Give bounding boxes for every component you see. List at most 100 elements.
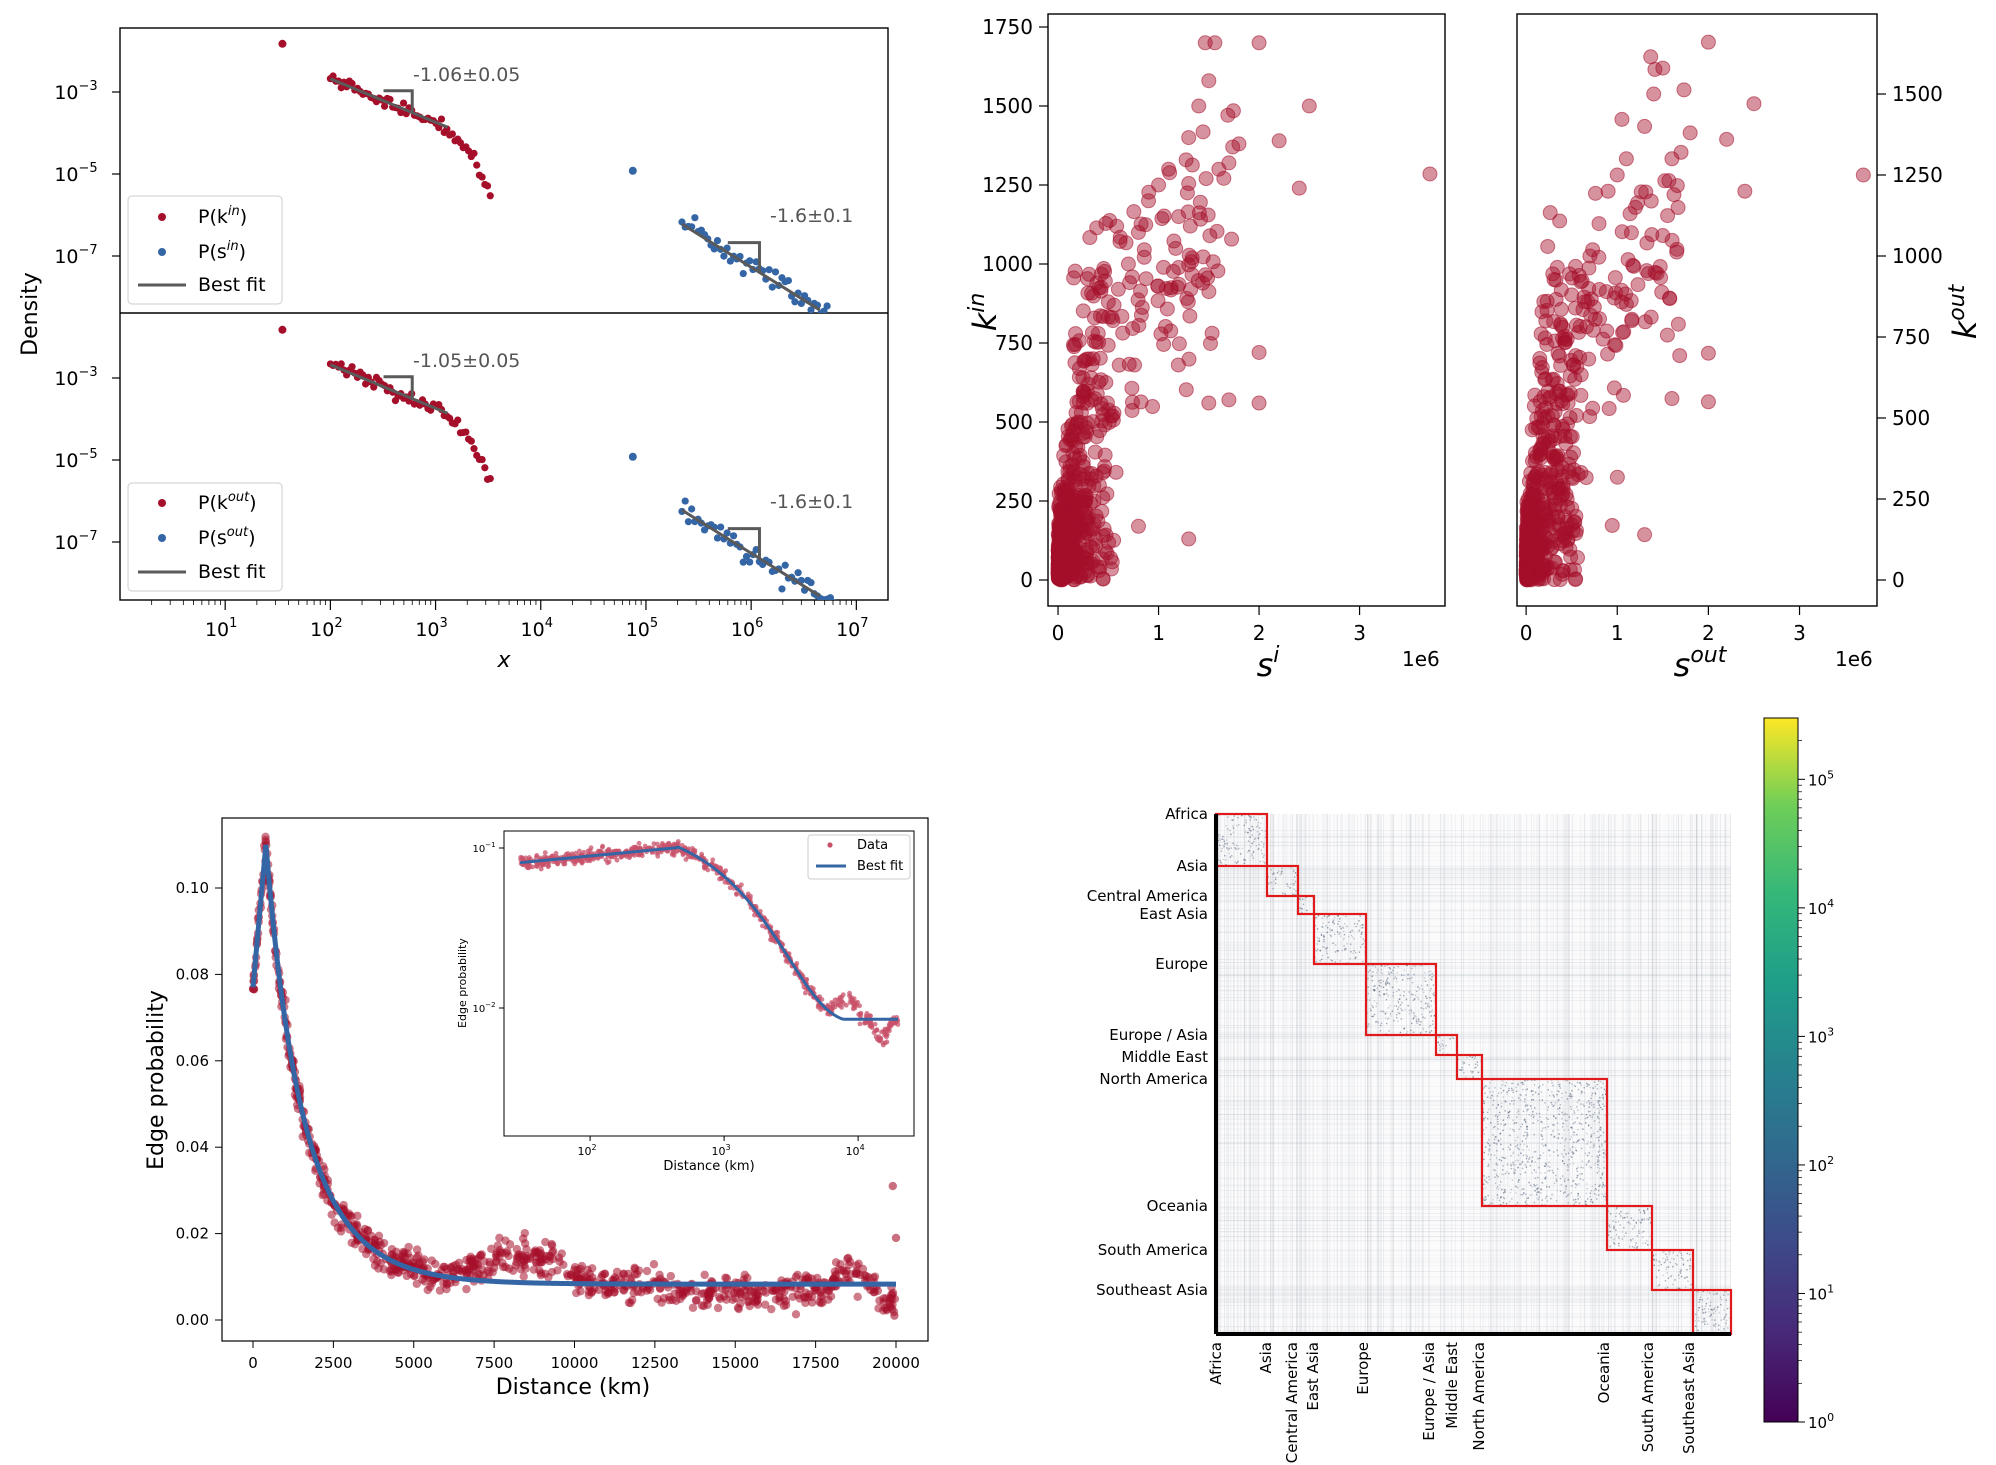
scatter-point <box>1532 539 1548 555</box>
scatter-point <box>1271 133 1287 149</box>
matrix-cell <box>1380 979 1382 981</box>
matrix-cell <box>1518 1179 1520 1181</box>
data-point-k <box>486 192 494 200</box>
matrix-cell <box>1532 1111 1534 1113</box>
scatter-point <box>1599 323 1615 339</box>
matrix-cell <box>1425 995 1427 998</box>
matrix-cell <box>1253 816 1255 818</box>
matrix-cell <box>1525 1157 1528 1160</box>
matrix-cell <box>1257 824 1259 827</box>
matrix-cell <box>1424 1017 1426 1019</box>
matrix-cell <box>1371 1004 1373 1007</box>
fit-slope-marker-s <box>727 527 761 559</box>
scatter-point <box>1180 204 1196 220</box>
y-tick-label: 10−7 <box>54 529 97 554</box>
matrix-cell <box>1355 951 1357 954</box>
scatter-point <box>688 1303 698 1312</box>
matrix-cell <box>1551 1193 1553 1196</box>
data-point-s <box>713 534 722 542</box>
scatter-point <box>1182 218 1198 234</box>
matrix-cell <box>1235 862 1238 864</box>
matrix-cell <box>1441 1039 1444 1042</box>
matrix-cell <box>1360 927 1362 929</box>
matrix-cell <box>1381 972 1383 975</box>
matrix-cell <box>1304 898 1306 901</box>
matrix-cell <box>1220 850 1223 852</box>
matrix-cell <box>1590 1097 1592 1100</box>
scatter-point <box>1601 401 1617 417</box>
matrix-cell <box>1529 1165 1531 1167</box>
inset-point <box>534 853 540 858</box>
data-point-s <box>823 302 831 310</box>
matrix-cell <box>1422 1008 1425 1010</box>
scatter-point <box>1171 336 1187 352</box>
matrix-cell <box>1520 1163 1522 1166</box>
scatter-point <box>1198 171 1214 187</box>
matrix-cell <box>1334 961 1336 963</box>
matrix-cell <box>1601 1145 1603 1147</box>
scatter-point <box>1672 348 1688 364</box>
matrix-cell <box>1277 870 1280 872</box>
matrix-cell <box>1219 839 1221 841</box>
matrix-cell <box>1440 1046 1442 1048</box>
scatter-point <box>376 1258 385 1268</box>
matrix-cell <box>1589 1114 1591 1117</box>
matrix-cell <box>1501 1173 1503 1175</box>
matrix-cell <box>1252 851 1255 853</box>
matrix-cell <box>1561 1097 1563 1099</box>
matrix-cell <box>1378 981 1380 983</box>
scatter-point <box>1091 562 1107 578</box>
scatter-point <box>1098 375 1114 391</box>
matrix-cell <box>1412 999 1415 1002</box>
data-point-s <box>746 558 754 566</box>
matrix-cell <box>1397 1000 1399 1002</box>
matrix-cell <box>1248 815 1251 818</box>
x-tick-label: 1 <box>1611 621 1624 645</box>
data-point-s <box>794 569 802 577</box>
data-point-s <box>752 545 760 554</box>
matrix-cell <box>1582 1179 1584 1181</box>
matrix-cell <box>1327 921 1330 924</box>
scatter-point <box>1095 490 1111 506</box>
matrix-cell <box>1232 831 1235 834</box>
matrix-cell <box>1515 1192 1517 1194</box>
matrix-cell <box>1529 1156 1531 1159</box>
matrix-cell <box>1251 826 1254 828</box>
x-tick-label: 0 <box>1052 621 1065 645</box>
matrix-cell <box>1371 1015 1373 1018</box>
matrix-cell <box>1438 1044 1441 1046</box>
matrix-cell <box>1244 831 1247 833</box>
scatter-point <box>1153 326 1169 342</box>
scatter-point <box>330 1218 339 1227</box>
matrix-cell <box>1236 824 1238 827</box>
matrix-cell <box>1553 1124 1555 1126</box>
matrix-cell <box>1315 916 1317 919</box>
matrix-cell <box>1428 1006 1431 1008</box>
matrix-cell <box>1339 960 1341 962</box>
matrix-cell <box>1514 1139 1517 1142</box>
matrix-cell <box>1378 984 1381 987</box>
matrix-cell <box>1575 1141 1578 1143</box>
matrix-cell <box>1463 1072 1465 1074</box>
matrix-cell <box>1573 1110 1575 1112</box>
matrix-cell <box>1251 834 1253 836</box>
matrix-cell <box>1321 926 1324 928</box>
inset-point <box>884 1034 889 1040</box>
matrix-cell <box>1380 969 1383 971</box>
matrix-cell <box>1326 927 1329 929</box>
matrix-cell <box>1332 920 1334 922</box>
y-tick-label: 250 <box>995 489 1033 513</box>
scatter-point <box>665 1292 674 1302</box>
matrix-cell <box>1231 855 1233 857</box>
scatter-point <box>1540 238 1556 254</box>
scatter-point <box>1209 223 1225 239</box>
matrix-cell <box>1593 1144 1595 1147</box>
scatter-point <box>1100 337 1116 353</box>
matrix-cell <box>1381 1010 1384 1012</box>
matrix-cell <box>1596 1172 1599 1174</box>
x-tick-label: 3 <box>1793 621 1806 645</box>
matrix-cell <box>1378 990 1381 993</box>
matrix-cell <box>1541 1121 1543 1123</box>
matrix-cell <box>1502 1129 1504 1132</box>
matrix-cell <box>1376 1002 1378 1005</box>
